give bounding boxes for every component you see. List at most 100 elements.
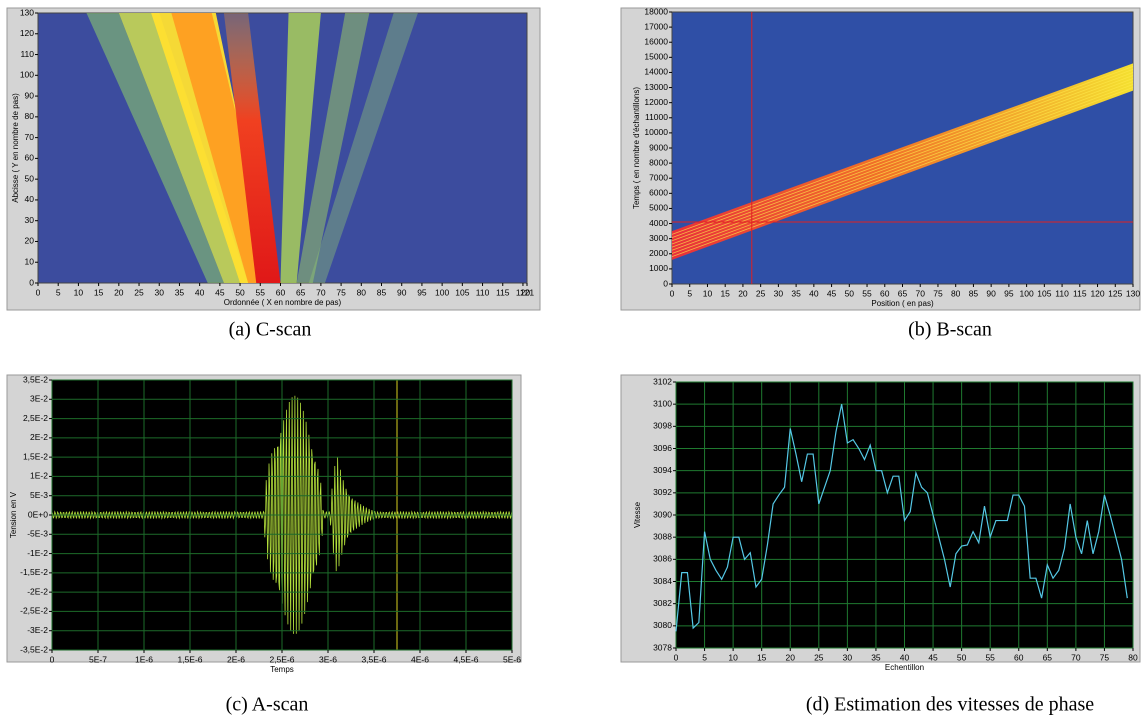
x-tick-label: 3E-6 bbox=[319, 654, 337, 664]
y-tick-label: 3096 bbox=[653, 443, 672, 453]
beam bbox=[296, 13, 370, 283]
y-tick-label: 130 bbox=[20, 7, 34, 17]
x-tick-label: 50 bbox=[845, 288, 855, 298]
stripe bbox=[671, 75, 1134, 245]
x-tick-label: 40 bbox=[809, 288, 819, 298]
y-tick-label: 40 bbox=[25, 194, 35, 204]
y-tick-label: 0 bbox=[663, 278, 668, 288]
beam-core bbox=[223, 13, 281, 283]
x-tick-label: 70 bbox=[316, 287, 326, 297]
x-tick-label: 30 bbox=[774, 288, 784, 298]
y-tick-label: 60 bbox=[25, 153, 35, 163]
x-tick-label: 30 bbox=[155, 287, 165, 297]
y-tick-label: 110 bbox=[20, 49, 34, 59]
x-tick-label: 125 bbox=[1108, 288, 1122, 298]
y-tick-label: 3,5E-2 bbox=[23, 374, 48, 384]
y-tick-label: 8000 bbox=[649, 157, 668, 167]
y-tick-label: 3090 bbox=[653, 509, 672, 519]
y-tick-label: 100 bbox=[20, 70, 34, 80]
y-tick-label: 13000 bbox=[644, 82, 668, 92]
y-tick-label: -2E-2 bbox=[27, 586, 48, 596]
x-tick-label: 105 bbox=[1037, 288, 1051, 298]
y-axis-label: Temps ( en nombre d'échantillons) bbox=[632, 87, 641, 209]
y-tick-label: 3088 bbox=[653, 531, 672, 541]
x-tick-label: 90 bbox=[397, 287, 407, 297]
x-tick-label: 55 bbox=[862, 288, 872, 298]
y-axis-label: Abcisse ( Y en nombre de pas) bbox=[11, 93, 20, 203]
x-tick-label: 65 bbox=[296, 287, 306, 297]
x-tick-label: 0 bbox=[670, 288, 675, 298]
x-tick-label: 15 bbox=[720, 288, 730, 298]
y-axis-label: Tension en V bbox=[9, 491, 18, 538]
y-tick-label: 5000 bbox=[649, 203, 668, 213]
y-tick-label: 3102 bbox=[653, 376, 672, 386]
x-axis-label: Ordonnée ( X en nombre de pas) bbox=[224, 298, 342, 307]
x-tick-label: 45 bbox=[928, 652, 938, 662]
stripe bbox=[671, 72, 1134, 242]
y-tick-label: 14000 bbox=[644, 67, 668, 77]
x-tick-label: 50 bbox=[957, 652, 967, 662]
x-tick-label: 10 bbox=[703, 288, 713, 298]
y-tick-label: 2,5E-2 bbox=[23, 413, 48, 423]
x-tick-label: 65 bbox=[898, 288, 908, 298]
y-tick-label: 3078 bbox=[653, 642, 672, 652]
stripe bbox=[671, 69, 1134, 238]
x-tick-label: 35 bbox=[175, 287, 185, 297]
x-tick-label: 60 bbox=[1014, 652, 1024, 662]
x-tick-label: 4,5E-6 bbox=[453, 654, 478, 664]
y-tick-label: 3094 bbox=[653, 465, 672, 475]
x-tick-label: 130 bbox=[1126, 288, 1140, 298]
y-tick-label: 7000 bbox=[649, 172, 668, 182]
x-tick-label: 5E-6 bbox=[503, 654, 521, 664]
x-tick-label: 100 bbox=[1020, 288, 1034, 298]
x-tick-label: 70 bbox=[1071, 652, 1081, 662]
x-tick-label: 70 bbox=[915, 288, 925, 298]
y-tick-label: -1,5E-2 bbox=[20, 567, 48, 577]
y-tick-label: 120 bbox=[20, 28, 34, 38]
x-tick-label: 121 bbox=[520, 287, 534, 297]
x-tick-label: 1E-6 bbox=[135, 654, 153, 664]
x-tick-label: 0 bbox=[36, 287, 41, 297]
beam bbox=[86, 13, 224, 283]
x-tick-label: 110 bbox=[476, 287, 490, 297]
x-tick-label: 10 bbox=[728, 652, 738, 662]
x-tick-label: 55 bbox=[985, 652, 995, 662]
y-tick-label: 0E+0 bbox=[28, 509, 48, 519]
x-tick-label: 30 bbox=[843, 652, 853, 662]
x-tick-label: 2E-6 bbox=[227, 654, 245, 664]
x-tick-label: 40 bbox=[195, 287, 205, 297]
x-tick-label: 75 bbox=[933, 288, 943, 298]
x-tick-label: 15 bbox=[757, 652, 767, 662]
x-tick-label: 45 bbox=[827, 288, 837, 298]
y-tick-label: 90 bbox=[25, 90, 35, 100]
x-tick-label: 100 bbox=[435, 287, 449, 297]
x-tick-label: 60 bbox=[276, 287, 286, 297]
y-tick-label: 1000 bbox=[649, 263, 668, 273]
x-tick-label: 35 bbox=[791, 288, 801, 298]
y-tick-label: -3E-2 bbox=[27, 625, 48, 635]
x-tick-label: 85 bbox=[377, 287, 387, 297]
y-tick-label: 3082 bbox=[653, 598, 672, 608]
x-tick-label: 115 bbox=[496, 287, 510, 297]
stripe bbox=[671, 78, 1134, 248]
x-tick-label: 5 bbox=[702, 652, 707, 662]
y-tick-label: 50 bbox=[25, 173, 35, 183]
x-tick-label: 20 bbox=[114, 287, 124, 297]
stripe bbox=[671, 66, 1134, 235]
x-axis-label: Position ( en pas) bbox=[871, 299, 934, 308]
y-tick-label: -1E-2 bbox=[27, 548, 48, 558]
x-tick-label: 110 bbox=[1055, 288, 1069, 298]
y-tick-label: 0 bbox=[29, 277, 34, 287]
x-tick-label: 80 bbox=[357, 287, 367, 297]
y-tick-label: 1,5E-2 bbox=[23, 451, 48, 461]
y-tick-label: 4000 bbox=[649, 218, 668, 228]
x-tick-label: 115 bbox=[1073, 288, 1087, 298]
x-tick-label: 0 bbox=[50, 654, 55, 664]
x-tick-label: 1,5E-6 bbox=[177, 654, 202, 664]
caption: (d) Estimation des vitesses de phase bbox=[806, 694, 1094, 716]
x-tick-label: 120 bbox=[1090, 288, 1104, 298]
y-tick-label: 3092 bbox=[653, 487, 672, 497]
y-tick-label: 3084 bbox=[653, 576, 672, 586]
y-tick-label: 6000 bbox=[649, 188, 668, 198]
x-tick-label: 50 bbox=[235, 287, 245, 297]
